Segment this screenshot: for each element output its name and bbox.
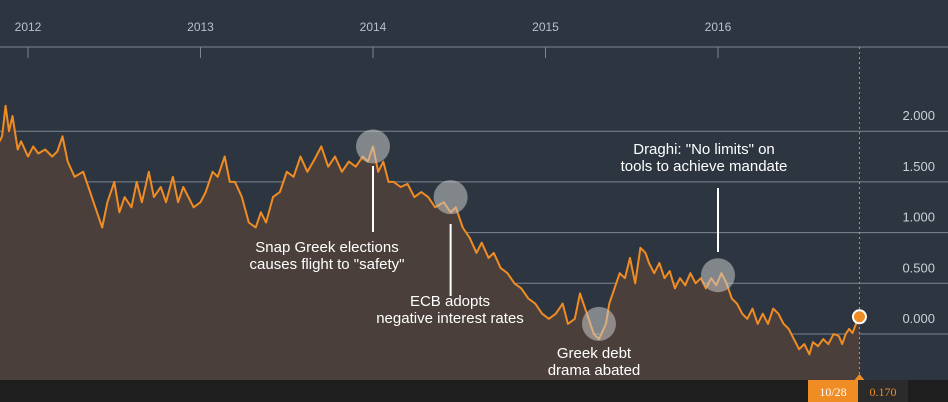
year-axis: 2012 2013 2014 2015 2016 bbox=[15, 20, 732, 58]
y-axis-ticks: 2.000 1.500 1.000 0.500 0.000 bbox=[902, 108, 935, 326]
annotation-marker-2 bbox=[433, 180, 468, 215]
current-value-marker bbox=[851, 309, 867, 325]
annotation-text-4-2: tools to achieve mandate bbox=[621, 158, 788, 175]
readout-value-box bbox=[858, 380, 908, 402]
annotation-marker-4 bbox=[701, 258, 735, 293]
annotation-text-1-1: Snap Greek elections bbox=[255, 239, 398, 256]
annotation-text-1-2: causes flight to "safety" bbox=[250, 256, 405, 273]
readout-value-label: 0.170 bbox=[870, 385, 897, 399]
annotation-text-4-1: Draghi: "No limits" on bbox=[633, 141, 775, 158]
bottom-bar bbox=[0, 380, 948, 402]
y-tick-label-2.000: 2.000 bbox=[902, 108, 935, 123]
year-label-2013: 2013 bbox=[187, 20, 214, 34]
year-label-2012: 2012 bbox=[15, 20, 42, 34]
y-tick-label-1.000: 1.000 bbox=[902, 210, 935, 225]
year-label-2014: 2014 bbox=[360, 20, 387, 34]
annotation-marker-1 bbox=[356, 129, 390, 164]
annotation-text-2-1: ECB adopts bbox=[410, 293, 490, 310]
y-tick-label-0.000: 0.000 bbox=[902, 311, 935, 326]
y-tick-label-1.500: 1.500 bbox=[902, 159, 935, 174]
annotation-text-3-1: Greek debt bbox=[557, 345, 632, 362]
readout-date-label: 10/28 bbox=[819, 385, 846, 399]
readout-date-box bbox=[808, 380, 858, 402]
year-label-2016: 2016 bbox=[705, 20, 732, 34]
readout-pointer bbox=[854, 374, 865, 380]
y-tick-label-0.500: 0.500 bbox=[902, 260, 935, 275]
current-readout: 10/28 0.170 bbox=[808, 47, 908, 402]
year-label-2015: 2015 bbox=[532, 20, 559, 34]
annotation-marker-3 bbox=[581, 306, 616, 341]
annotation-text-2-2: negative interest rates bbox=[376, 310, 524, 327]
annotation-text-3-2: drama abated bbox=[548, 362, 641, 379]
